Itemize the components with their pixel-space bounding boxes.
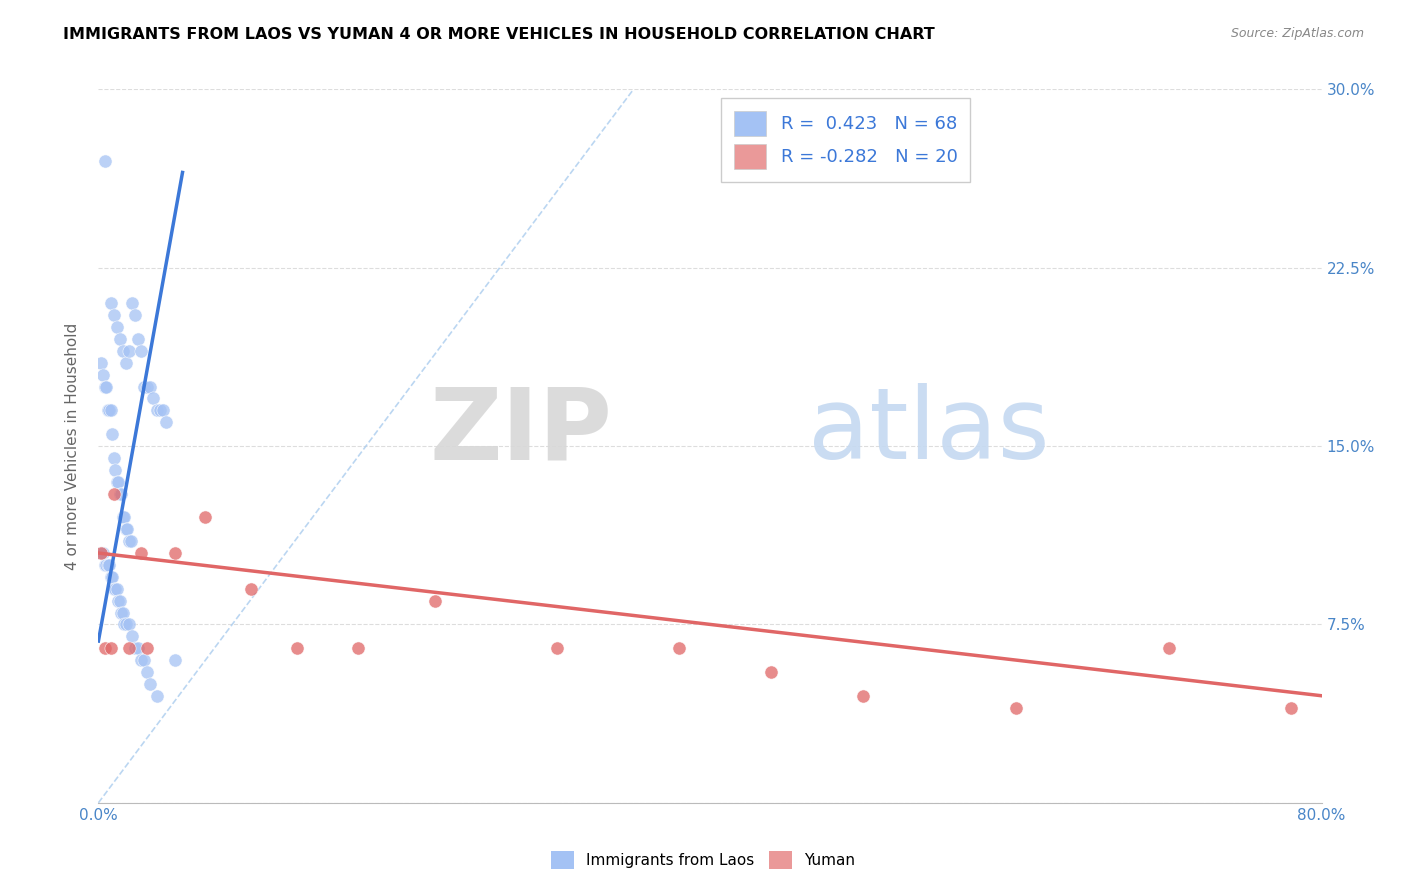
- Point: [100, 403, 122, 417]
- Legend: Immigrants from Laos, Yuman: Immigrants from Laos, Yuman: [544, 845, 862, 875]
- Point: [100, 296, 122, 310]
- Point: [149, 403, 172, 417]
- Point: [104, 582, 127, 596]
- Point: [121, 629, 143, 643]
- Point: [127, 332, 149, 346]
- Point: [94, 558, 117, 572]
- Point: [103, 486, 125, 500]
- Point: [97, 403, 120, 417]
- Point: [136, 665, 159, 679]
- Point: [118, 641, 141, 656]
- Text: IMMIGRANTS FROM LAOS VS YUMAN 4 OR MORE VEHICLES IN HOUSEHOLD CORRELATION CHART: IMMIGRANTS FROM LAOS VS YUMAN 4 OR MORE …: [63, 27, 935, 42]
- Point: [1004, 700, 1026, 714]
- Point: [112, 510, 135, 524]
- Point: [107, 593, 129, 607]
- Point: [98, 558, 121, 572]
- Point: [104, 463, 127, 477]
- Point: [136, 379, 159, 393]
- Point: [100, 641, 122, 656]
- Point: [129, 546, 152, 560]
- Point: [90, 546, 112, 560]
- Legend: R =  0.423   N = 68, R = -0.282   N = 20: R = 0.423 N = 68, R = -0.282 N = 20: [721, 98, 970, 182]
- Point: [145, 403, 167, 417]
- Point: [240, 582, 263, 596]
- Point: [129, 343, 152, 358]
- Point: [90, 356, 112, 370]
- Point: [118, 617, 141, 632]
- Point: [97, 558, 120, 572]
- Point: [423, 593, 446, 607]
- Point: [546, 641, 568, 656]
- Point: [93, 558, 115, 572]
- Point: [134, 379, 156, 393]
- Point: [120, 534, 142, 549]
- Point: [194, 510, 217, 524]
- Point: [115, 617, 138, 632]
- Point: [139, 379, 162, 393]
- Point: [111, 343, 134, 358]
- Point: [107, 475, 129, 489]
- Point: [100, 570, 122, 584]
- Point: [142, 392, 165, 406]
- Point: [101, 570, 124, 584]
- Point: [1157, 641, 1180, 656]
- Point: [129, 653, 152, 667]
- Point: [103, 582, 125, 596]
- Point: [134, 653, 156, 667]
- Point: [91, 546, 114, 560]
- Text: ZIP: ZIP: [429, 384, 612, 480]
- Point: [101, 427, 124, 442]
- Point: [118, 343, 141, 358]
- Text: atlas: atlas: [808, 384, 1049, 480]
- Point: [111, 606, 134, 620]
- Point: [124, 641, 146, 656]
- Point: [139, 677, 162, 691]
- Point: [90, 546, 112, 560]
- Point: [93, 641, 115, 656]
- Point: [103, 308, 125, 322]
- Point: [124, 308, 146, 322]
- Point: [98, 403, 121, 417]
- Point: [136, 641, 159, 656]
- Point: [108, 486, 131, 500]
- Point: [759, 665, 782, 679]
- Point: [91, 368, 114, 382]
- Point: [121, 296, 143, 310]
- Point: [155, 415, 177, 429]
- Point: [852, 689, 875, 703]
- Point: [112, 617, 135, 632]
- Point: [89, 546, 111, 560]
- Point: [163, 653, 186, 667]
- Point: [668, 641, 690, 656]
- Point: [93, 153, 115, 168]
- Point: [93, 379, 115, 393]
- Point: [115, 356, 138, 370]
- Point: [94, 379, 117, 393]
- Point: [108, 593, 131, 607]
- Point: [105, 475, 128, 489]
- Point: [110, 486, 132, 500]
- Point: [105, 582, 128, 596]
- Point: [117, 522, 139, 536]
- Y-axis label: 4 or more Vehicles in Household: 4 or more Vehicles in Household: [65, 322, 80, 570]
- Point: [103, 450, 125, 465]
- Point: [127, 641, 149, 656]
- Text: Source: ZipAtlas.com: Source: ZipAtlas.com: [1230, 27, 1364, 40]
- Point: [163, 546, 186, 560]
- Point: [111, 510, 134, 524]
- Point: [145, 689, 167, 703]
- Point: [285, 641, 308, 656]
- Point: [105, 320, 128, 334]
- Point: [118, 534, 141, 549]
- Point: [108, 332, 131, 346]
- Point: [347, 641, 370, 656]
- Point: [115, 522, 138, 536]
- Point: [152, 403, 174, 417]
- Point: [110, 606, 132, 620]
- Point: [1279, 700, 1302, 714]
